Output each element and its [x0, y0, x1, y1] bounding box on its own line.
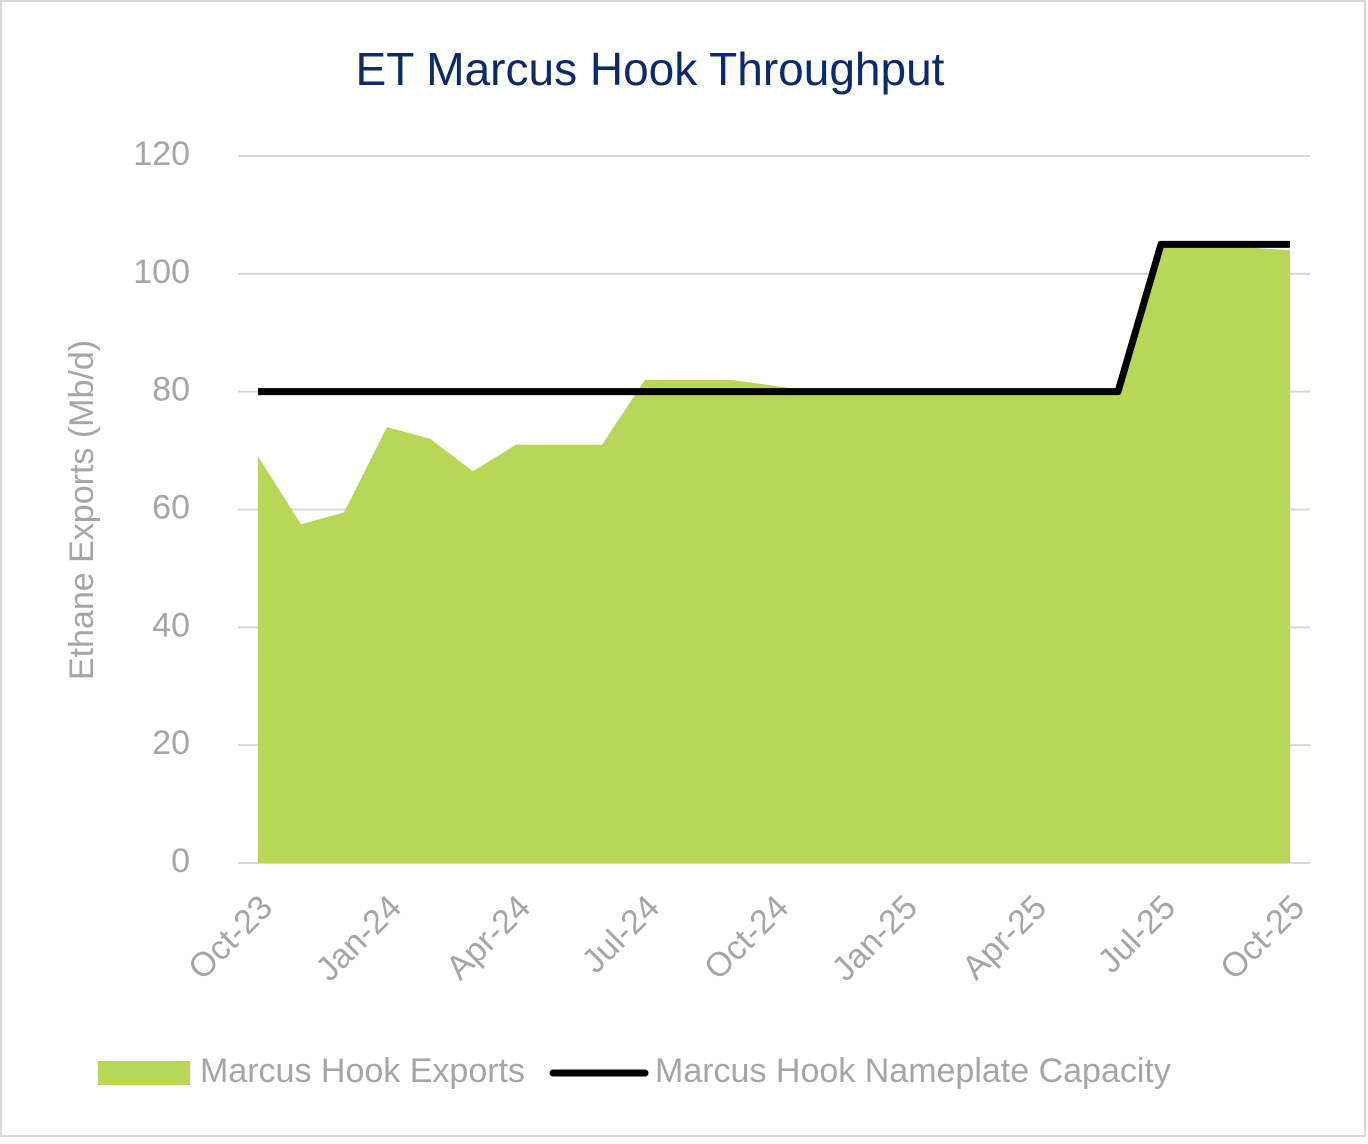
chart-title: ET Marcus Hook Throughput [356, 43, 945, 95]
y-tick-label: 20 [152, 724, 190, 762]
line [258, 240, 1290, 396]
legend-label: Marcus Hook Nameplate Capacity [655, 1052, 1171, 1090]
y-tick-label: 40 [152, 606, 190, 644]
area [258, 247, 1290, 864]
y-tick-label: 100 [133, 253, 190, 291]
legend-swatch [98, 1061, 190, 1085]
y-tick-label: 80 [152, 371, 190, 409]
y-tick-label: 120 [133, 135, 190, 173]
y-tick-label: 0 [171, 842, 190, 880]
y-tick-label: 60 [152, 488, 190, 526]
legend-label: Marcus Hook Exports [200, 1052, 525, 1090]
y-axis-label: Ethane Exports (Mb/d) [63, 340, 101, 680]
